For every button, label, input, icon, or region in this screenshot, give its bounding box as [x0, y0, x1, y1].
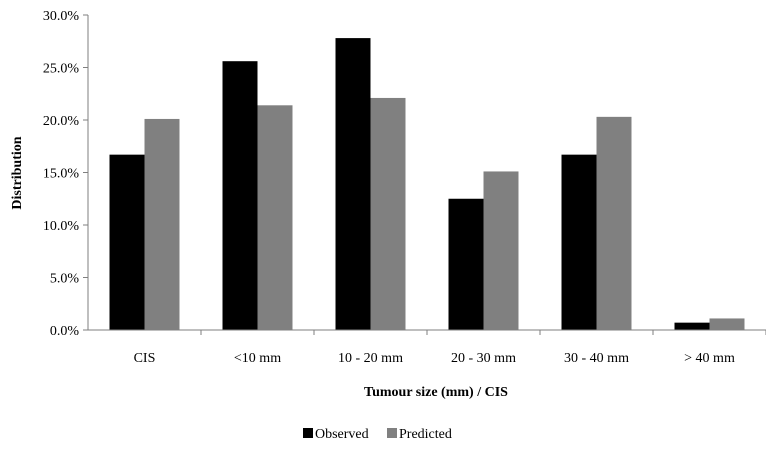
- bar-observed-2: [335, 38, 371, 330]
- bar-predicted-5: [709, 318, 745, 330]
- y-tick-label: 20.0%: [43, 114, 80, 129]
- bars: [109, 38, 745, 330]
- bar-predicted-0: [144, 118, 180, 330]
- bar-predicted-1: [257, 105, 293, 330]
- x-tick-label: > 40 mm: [684, 351, 735, 366]
- legend-label-observed: Observed: [315, 427, 369, 442]
- x-axis-title: Tumour size (mm) / CIS: [364, 385, 508, 400]
- y-axis-ticks: 0.0% 5.0% 10.0% 15.0% 20.0% 25.0% 30.0%: [43, 9, 88, 339]
- legend-label-predicted: Predicted: [399, 427, 452, 442]
- x-tick-label: 30 - 40 mm: [564, 351, 629, 366]
- y-tick-label: 10.0%: [43, 219, 80, 234]
- bar-observed-0: [109, 154, 145, 330]
- bar-observed-3: [448, 198, 484, 330]
- x-tick-label: <10 mm: [234, 351, 281, 366]
- legend-swatch-observed: [303, 428, 313, 438]
- legend: Observed Predicted: [303, 427, 452, 442]
- x-tick-label: 20 - 30 mm: [451, 351, 516, 366]
- y-tick-label: 0.0%: [50, 324, 80, 339]
- y-axis-title: Distribution: [10, 136, 25, 209]
- bar-predicted-3: [483, 171, 519, 330]
- bar-observed-4: [561, 154, 597, 330]
- x-tick-label: CIS: [134, 351, 156, 366]
- legend-swatch-predicted: [387, 428, 397, 438]
- y-tick-label: 15.0%: [43, 167, 80, 182]
- bar-predicted-2: [370, 97, 406, 330]
- bar-predicted-4: [596, 116, 632, 330]
- y-tick-label: 25.0%: [43, 62, 80, 77]
- bar-observed-1: [222, 61, 258, 330]
- y-tick-label: 5.0%: [50, 272, 80, 287]
- bar-observed-5: [674, 322, 710, 330]
- y-tick-label: 30.0%: [43, 9, 80, 24]
- x-axis-ticks: CIS <10 mm 10 - 20 mm 20 - 30 mm 30 - 40 mm >…: [134, 330, 766, 366]
- x-tick-label: 10 - 20 mm: [338, 351, 403, 366]
